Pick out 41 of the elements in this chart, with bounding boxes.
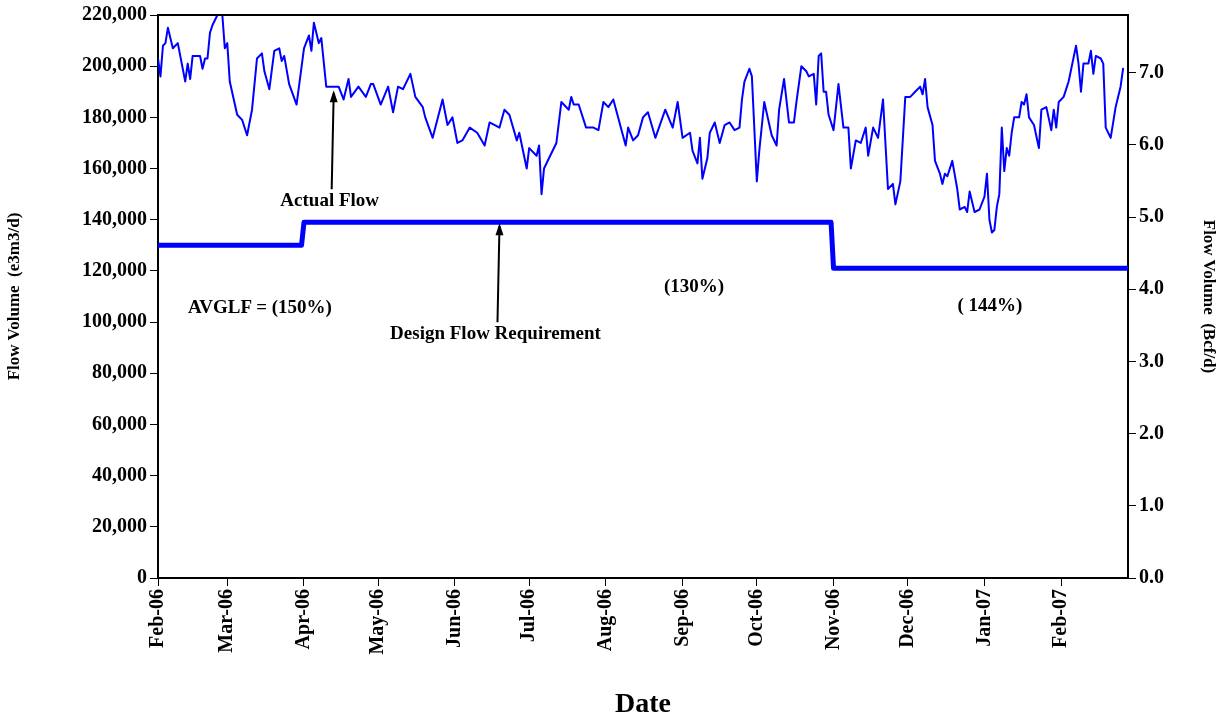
x-tick-label: Jul-06 [516, 589, 539, 643]
x-tick-label: Apr-06 [291, 589, 315, 650]
y-tick-label: 100,000 [82, 309, 147, 332]
y-tick-label: 40,000 [92, 462, 147, 485]
y2-tick-label: 3.0 [1139, 348, 1164, 371]
x-axis-title: Date [615, 687, 671, 719]
y2-tick-label: 1.0 [1139, 492, 1164, 515]
x-tick-label: Mar-06 [214, 589, 237, 653]
y-tick-label: 140,000 [82, 206, 147, 229]
y2-tick-label: 7.0 [1139, 59, 1164, 82]
y-tick-label: 60,000 [92, 411, 147, 434]
y-tick-label: 180,000 [82, 104, 147, 127]
x-tick-label: May-06 [365, 589, 389, 655]
annotation: ( 144%) [957, 293, 1023, 316]
y2-tick-label: 5.0 [1139, 204, 1164, 227]
x-tick-label: Oct-06 [744, 589, 766, 647]
annotation: Actual Flow [280, 189, 380, 211]
annotation: (130%) [663, 274, 725, 297]
y-tick-label: 0 [137, 565, 147, 588]
y-tick-label: 120,000 [82, 258, 147, 281]
y2-tick-label: 0.0 [1139, 565, 1164, 588]
y-tick-label: 20,000 [92, 513, 147, 536]
y2-tick-label: 6.0 [1139, 132, 1164, 155]
x-tick-label: Feb-07 [1048, 589, 1071, 648]
y-tick-label: 220,000 [82, 2, 147, 25]
annotation: Design Flow Requirement [390, 322, 602, 344]
x-tick-label: Jan-07 [971, 589, 994, 647]
x-tick-label: Sep-06 [669, 589, 693, 647]
x-tick-label: Nov-06 [820, 589, 843, 651]
x-tick-label: Dec-06 [894, 589, 917, 648]
y-tick-label: 80,000 [92, 360, 147, 383]
y-tick-label: 200,000 [82, 53, 147, 76]
x-tick-label: Jun-06 [442, 589, 465, 648]
x-tick-label: Aug-06 [593, 589, 617, 652]
y2-tick-label: 4.0 [1139, 276, 1164, 299]
y-axis-title: Flow Volume (e3m3/d) [3, 212, 23, 381]
y-tick-label: 160,000 [82, 155, 147, 178]
annotation: AVGLF = (150%) [188, 295, 332, 318]
y2-tick-label: 2.0 [1139, 420, 1164, 443]
x-tick-label: Feb-06 [145, 589, 168, 648]
y2-axis-title: Flow Volume (Bcf/d) [1200, 219, 1220, 374]
